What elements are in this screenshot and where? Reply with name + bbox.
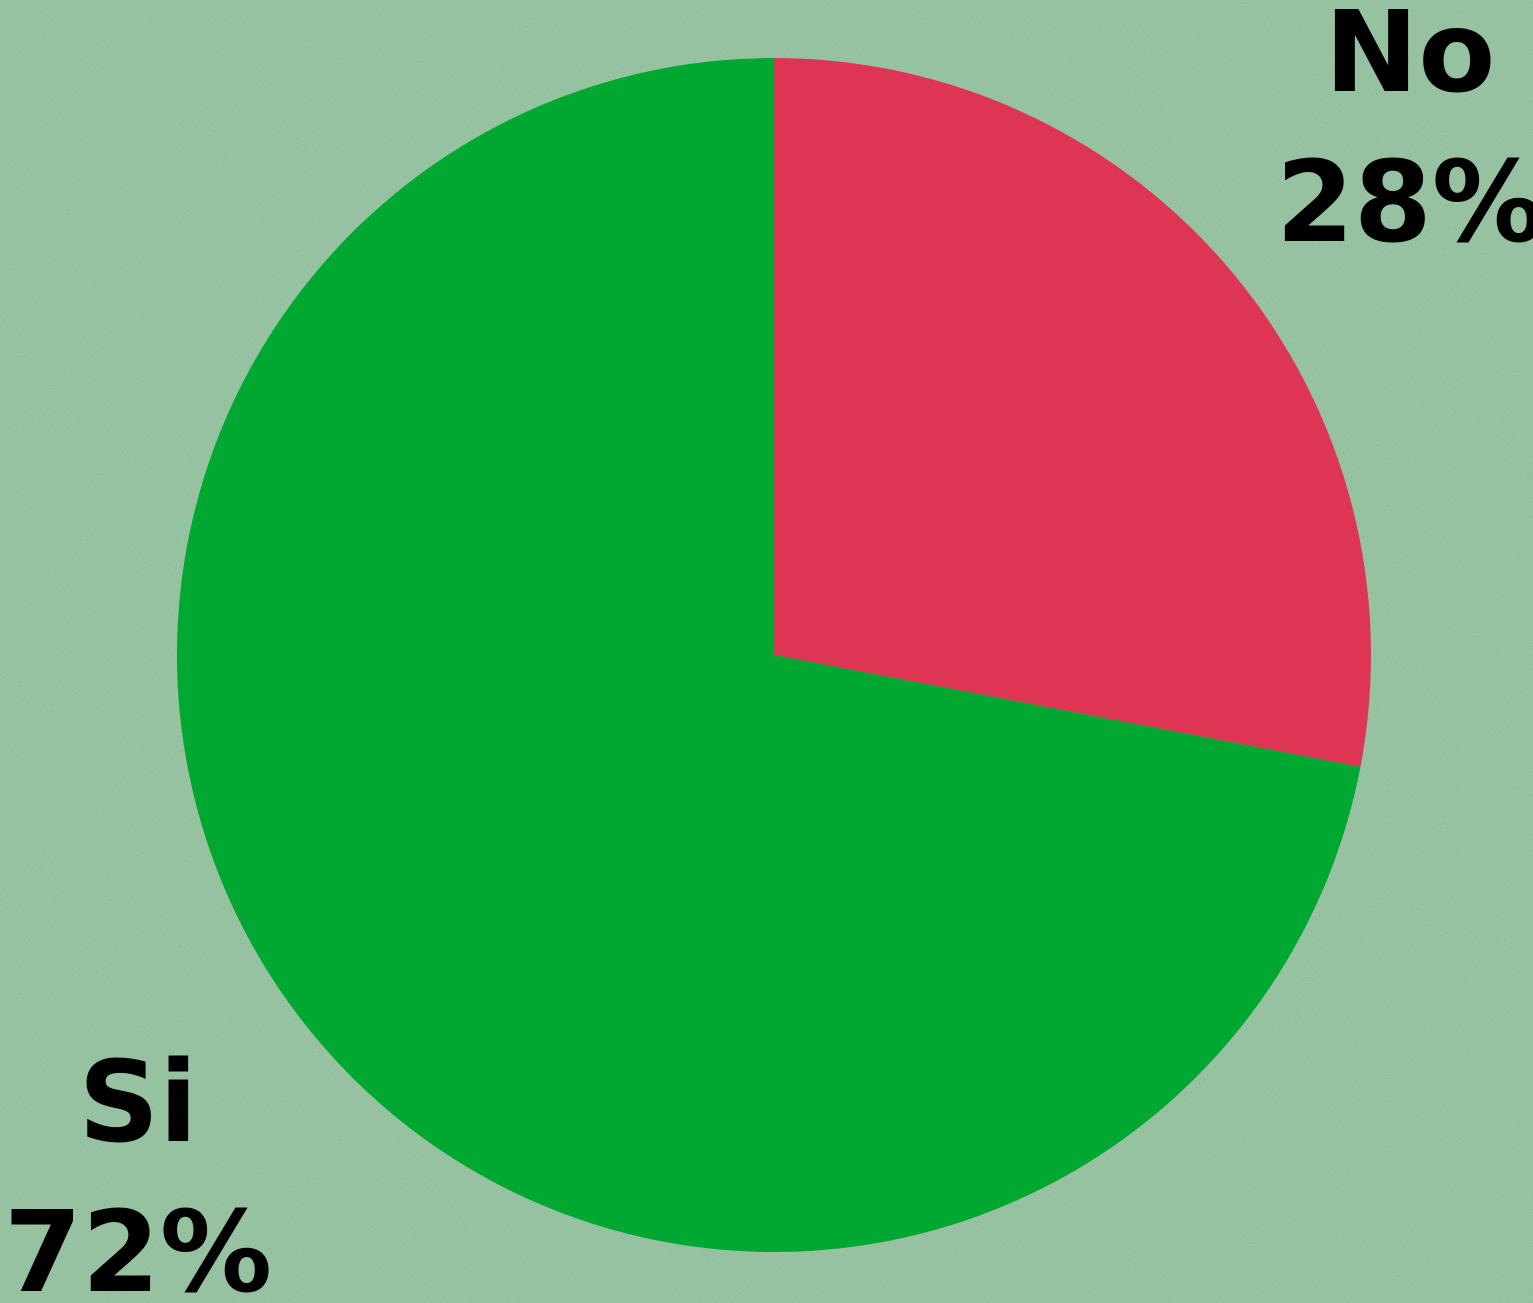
pie-slice: [176, 58, 1361, 1253]
labels: No 28% Si 72%: [4, 0, 1533, 1303]
slice-value-label: 28%: [1276, 138, 1533, 268]
pie-slice: [774, 58, 1371, 767]
pie: [176, 58, 1371, 1253]
slice-value-label: 72%: [4, 1188, 272, 1303]
slice-label: No: [1325, 0, 1496, 118]
slice-label: Si: [78, 1038, 197, 1168]
